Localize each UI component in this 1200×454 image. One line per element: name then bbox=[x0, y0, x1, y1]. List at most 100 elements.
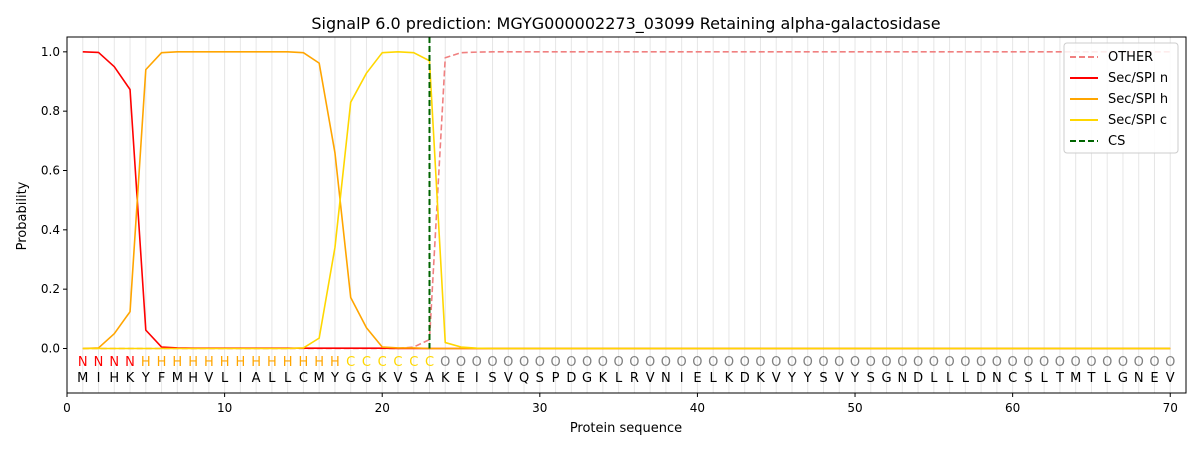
residue-label: S bbox=[536, 371, 544, 386]
residue-label: I bbox=[97, 371, 101, 386]
y-tick-label: 0.4 bbox=[41, 223, 60, 237]
region-label: O bbox=[913, 355, 923, 370]
region-label: O bbox=[1134, 355, 1144, 370]
x-tick-label: 70 bbox=[1163, 401, 1178, 415]
residue-label: K bbox=[599, 371, 608, 386]
residue-label: M bbox=[77, 371, 88, 386]
residue-label: N bbox=[661, 371, 671, 386]
residue-label: K bbox=[126, 371, 135, 386]
region-label: H bbox=[188, 355, 198, 370]
residue-label: V bbox=[835, 371, 844, 386]
region-label: O bbox=[992, 355, 1002, 370]
x-tick-label: 60 bbox=[1005, 401, 1020, 415]
region-label: O bbox=[440, 355, 450, 370]
residue-label: M bbox=[1070, 371, 1081, 386]
region-label: H bbox=[141, 355, 151, 370]
legend-label: Sec/SPI n bbox=[1108, 71, 1168, 86]
region-label: O bbox=[1102, 355, 1112, 370]
residue-label: V bbox=[646, 371, 655, 386]
x-axis-label: Protein sequence bbox=[570, 421, 682, 436]
series-layer bbox=[82, 51, 1171, 350]
region-label: O bbox=[787, 355, 797, 370]
residue-label: L bbox=[946, 371, 954, 386]
region-label: O bbox=[1149, 355, 1159, 370]
region-label: H bbox=[172, 355, 182, 370]
legend-label: Sec/SPI c bbox=[1108, 113, 1167, 128]
region-label: N bbox=[78, 355, 88, 370]
residue-label: V bbox=[1166, 371, 1175, 386]
region-label: O bbox=[503, 355, 513, 370]
residue-label: A bbox=[252, 371, 261, 386]
residue-label: T bbox=[1055, 371, 1064, 386]
region-label: O bbox=[1086, 355, 1096, 370]
region-label: H bbox=[299, 355, 309, 370]
residue-label: Y bbox=[803, 371, 812, 386]
region-label: O bbox=[881, 355, 891, 370]
residue-label: M bbox=[314, 371, 325, 386]
region-label: H bbox=[330, 355, 340, 370]
region-label: O bbox=[456, 355, 466, 370]
region-label: O bbox=[677, 355, 687, 370]
plot-frame bbox=[66, 36, 1187, 394]
region-label: O bbox=[897, 355, 907, 370]
legend-box bbox=[1063, 42, 1179, 154]
y-tick-label: 0.8 bbox=[41, 104, 60, 118]
region-label: H bbox=[251, 355, 261, 370]
region-label: H bbox=[283, 355, 293, 370]
residue-label: D bbox=[740, 371, 750, 386]
residue-label: L bbox=[962, 371, 970, 386]
region-label: O bbox=[834, 355, 844, 370]
region-label: O bbox=[566, 355, 576, 370]
residue-label: Y bbox=[787, 371, 796, 386]
residue-label: Q bbox=[519, 371, 529, 386]
region-label: O bbox=[1055, 355, 1065, 370]
legend-label: CS bbox=[1108, 134, 1125, 149]
region-label: O bbox=[1165, 355, 1175, 370]
region-label: O bbox=[487, 355, 497, 370]
residue-label: E bbox=[1150, 371, 1158, 386]
residue-label: S bbox=[867, 371, 875, 386]
x-tick-label: 20 bbox=[375, 401, 390, 415]
residue-label: Y bbox=[330, 371, 339, 386]
region-label: C bbox=[346, 355, 355, 370]
residue-label: R bbox=[630, 371, 639, 386]
residue-label: K bbox=[725, 371, 734, 386]
region-label: O bbox=[645, 355, 655, 370]
residue-label: S bbox=[1024, 371, 1032, 386]
residue-label: L bbox=[930, 371, 938, 386]
region-label: O bbox=[976, 355, 986, 370]
region-label: O bbox=[472, 355, 482, 370]
region-label: O bbox=[929, 355, 939, 370]
x-tick-label: 50 bbox=[847, 401, 862, 415]
y-axis-label: Probability bbox=[15, 181, 30, 250]
x-tick-label: 40 bbox=[690, 401, 705, 415]
residue-label: G bbox=[346, 371, 356, 386]
region-label: O bbox=[960, 355, 970, 370]
series-line-sec-spi-n bbox=[82, 51, 1171, 350]
region-label: O bbox=[535, 355, 545, 370]
y-tick-label: 0.0 bbox=[41, 342, 60, 356]
region-label: N bbox=[94, 355, 104, 370]
region-label: O bbox=[803, 355, 813, 370]
residue-label: L bbox=[710, 371, 718, 386]
region-label: H bbox=[220, 355, 230, 370]
region-label: O bbox=[771, 355, 781, 370]
region-label: O bbox=[661, 355, 671, 370]
legend: OTHER Sec/SPI n Sec/SPI h Sec/SPI c CS bbox=[1063, 42, 1179, 154]
residue-label: V bbox=[772, 371, 781, 386]
legend-label: Sec/SPI h bbox=[1108, 92, 1168, 107]
region-label: C bbox=[393, 355, 402, 370]
residue-label: V bbox=[204, 371, 213, 386]
residue-label: S bbox=[488, 371, 496, 386]
x-tick-label: 30 bbox=[532, 401, 547, 415]
residue-label: I bbox=[238, 371, 242, 386]
region-label: C bbox=[409, 355, 418, 370]
region-label: N bbox=[125, 355, 135, 370]
region-label: O bbox=[1008, 355, 1018, 370]
residue-label: L bbox=[268, 371, 276, 386]
region-label: C bbox=[378, 355, 387, 370]
residue-label: L bbox=[1104, 371, 1112, 386]
residue-label: C bbox=[299, 371, 308, 386]
residue-label: I bbox=[680, 371, 684, 386]
